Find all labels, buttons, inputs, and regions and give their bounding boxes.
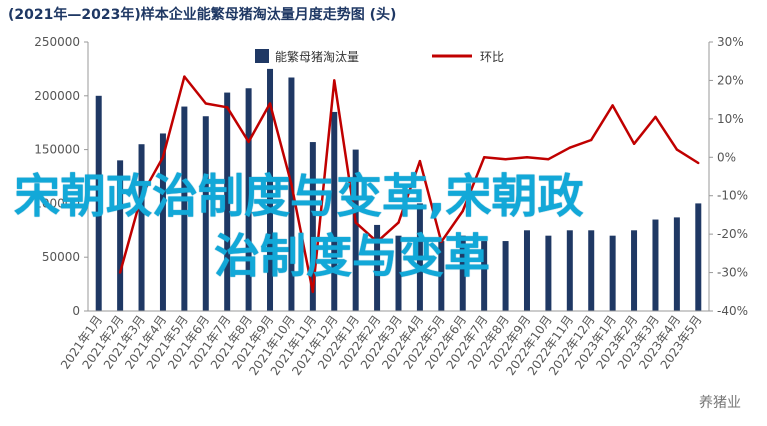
overlay-headline-line1: 宋朝政治制度与变革,宋朝政 [14,169,584,223]
bar [181,106,188,311]
bar [309,142,316,311]
line-point [440,240,443,244]
y-left-tick-label: 250000 [34,35,80,49]
line-point [547,158,550,161]
y-left-tick-label: 0 [72,304,80,318]
line-point [654,115,657,119]
y-right-tick-label: -40% [717,304,748,318]
line-point [568,146,572,149]
bar [673,217,680,311]
bar [117,160,124,311]
bar [159,133,166,311]
bar [245,88,252,311]
bar [395,235,402,311]
line-point [204,102,207,105]
line-point [482,156,486,159]
bar [459,235,466,311]
line-series [118,75,700,294]
bar [631,230,638,311]
line-point [504,158,507,161]
line-point [675,148,679,151]
bar [545,235,552,311]
legend-label-bar: 能繁母猪淘汰量 [275,49,359,64]
axes [84,41,713,312]
overlay-headline-line2: 治制度与变革 [214,229,490,283]
line-point [268,102,272,105]
line-point [161,156,165,159]
bar [588,230,595,311]
bar-series [95,68,702,312]
line-point [525,156,529,159]
line-point [140,194,143,197]
line-point [632,142,636,146]
line-point [697,161,700,165]
y-left-tick-label: 100000 [34,196,80,210]
tick-labels: 0 50000 100000 150000 200000 250000 -40% -30% -2… [34,35,748,378]
chart-title: (2021年—2023年)样本企业能繁母猪淘汰量月度走势图 (头) [8,7,397,23]
legend-label-line: 环比 [480,50,504,64]
line-point [118,271,122,274]
line-point [183,75,186,78]
line-point [590,138,593,142]
bar [609,235,616,311]
y-right-tick-label: 10% [717,112,744,126]
line-point [611,104,614,107]
bar [438,241,445,311]
y-right-tick-label: 0% [717,150,736,164]
y-right-tick-label: -10% [717,189,748,203]
bar [481,241,488,311]
legend: 能繁母猪淘汰量 环比 [255,49,504,64]
bar [523,230,530,311]
bar [695,203,702,311]
line-point [375,240,379,244]
y-right-tick-label: 20% [717,73,744,87]
bar [566,230,573,311]
line-point [290,182,293,186]
line-point [311,290,315,293]
line-point [461,209,464,213]
line-point [247,140,250,144]
bar [331,111,338,311]
bar [374,224,381,311]
y-left-tick-label: 150000 [34,143,80,157]
y-right-tick-label: -20% [717,227,748,241]
y-right-tick-label: -30% [717,266,748,280]
legend-swatch-bar [255,49,269,63]
bar [95,95,102,311]
line-point [333,79,336,82]
line-point [418,159,422,163]
bar [502,241,509,311]
line-point [225,106,229,109]
bar [267,68,274,312]
bar [288,77,295,312]
bar [224,92,231,312]
bar [202,116,209,311]
bar [138,144,145,311]
y-left-tick-label: 200000 [34,89,80,103]
bar [416,203,423,311]
bar [652,219,659,311]
line-path [118,75,699,294]
line-point [397,221,400,224]
y-right-tick-label: 30% [717,35,744,49]
bar [352,149,359,311]
watermark: 养猪业 [699,395,741,411]
line-point [354,221,357,224]
y-left-tick-label: 50000 [42,250,80,264]
